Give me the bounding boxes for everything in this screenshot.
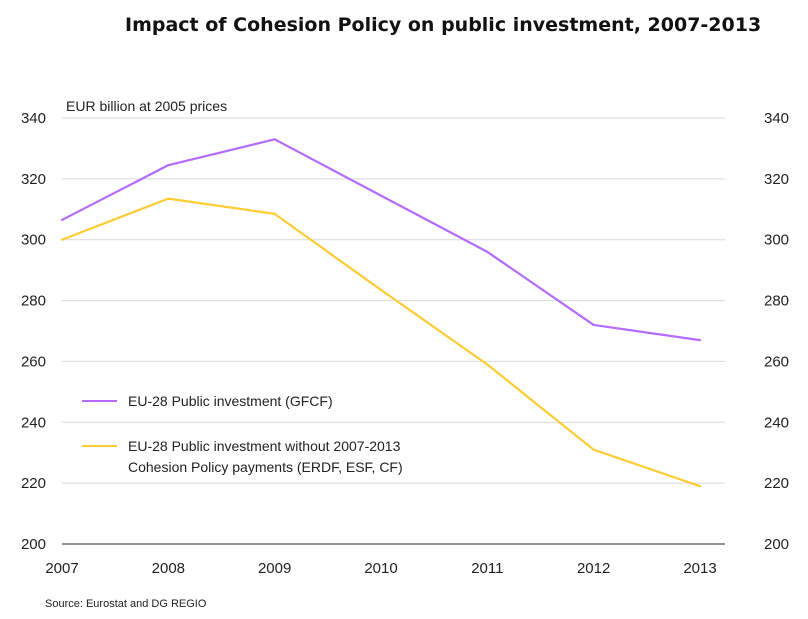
series-1-point-2013 [698,485,702,488]
y-tick-right-220: 220 [764,475,789,492]
y-axis-left: 200 220 240 260 280 300 320 340 [21,110,46,553]
y-tick-right-200: 200 [764,536,789,553]
y-axis-right: 200 220 240 260 280 300 320 340 [764,110,789,553]
x-tick-2008: 2008 [152,560,185,577]
y-tick-right-320: 320 [764,171,789,188]
legend-label-without-cohesion-line1: EU-28 Public investment without 2007-201… [128,438,401,454]
y-tick-right-280: 280 [764,293,789,310]
x-axis: 2007 2008 2009 2010 2011 2012 2013 [45,560,716,577]
series-1-point-2012 [592,448,595,451]
series-0-point-2011 [486,250,489,253]
source-note: Source: Eurostat and DG REGIO [45,598,207,610]
series-1-point-2008 [167,197,170,200]
y-tick-left-200: 200 [21,536,46,553]
y-tick-left-320: 320 [21,171,46,188]
gridlines [62,117,725,545]
y-tick-right-240: 240 [764,414,789,431]
x-tick-2013: 2013 [683,560,716,577]
y-tick-right-300: 300 [764,232,789,249]
legend-label-gfcf: EU-28 Public investment (GFCF) [128,393,333,409]
series-1-point-2009 [273,212,276,215]
x-tick-2009: 2009 [258,560,291,577]
y-tick-right-260: 260 [764,353,789,370]
x-tick-2011: 2011 [471,560,503,577]
series-0-point-2013 [698,339,702,342]
series-1-point-2011 [486,363,489,366]
x-tick-2012: 2012 [577,560,610,577]
series-0-point-2008 [167,164,170,167]
unit-label: EUR billion at 2005 prices [66,98,227,114]
y-tick-right-340: 340 [764,110,789,127]
series-1-point-2010 [379,288,383,292]
chart-title: Impact of Cohesion Policy on public inve… [125,14,762,36]
x-tick-2010: 2010 [364,560,397,577]
y-tick-left-300: 300 [21,232,46,249]
series-0-point-2012 [592,323,595,327]
y-tick-left-260: 260 [21,353,46,370]
series-lines [60,138,702,488]
series-0-point-2009 [273,138,276,141]
x-tick-2007: 2007 [45,560,78,577]
y-tick-left-220: 220 [21,475,46,492]
series-0-point-2007 [60,218,64,222]
y-tick-left-280: 280 [21,293,46,310]
series-0-point-2010 [379,194,383,197]
legend: EU-28 Public investment (GFCF) EU-28 Pub… [82,393,403,475]
y-tick-left-240: 240 [21,414,46,431]
y-tick-left-340: 340 [21,110,46,127]
legend-label-without-cohesion-line2: Cohesion Policy payments (ERDF, ESF, CF) [128,459,403,475]
series-1-point-2007 [60,238,64,241]
